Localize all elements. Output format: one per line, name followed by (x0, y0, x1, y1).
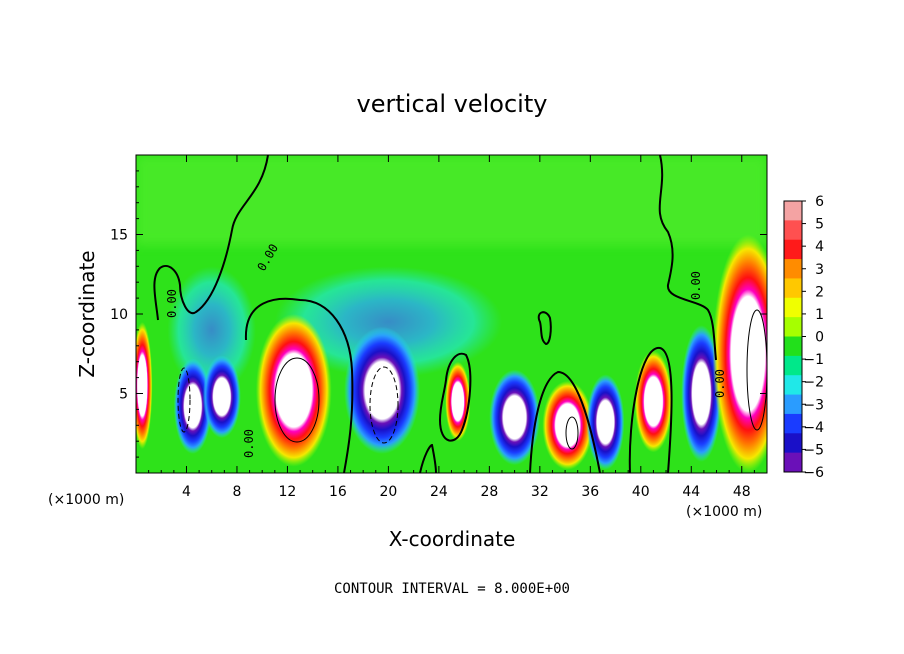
chart-title: vertical velocity (357, 90, 548, 118)
colorbar-swatch (784, 259, 802, 279)
colorbar-swatch (784, 394, 802, 415)
contour-label: 0.00 (689, 271, 703, 300)
updraft-cell (136, 321, 153, 450)
y-tick-label: 5 (119, 387, 128, 403)
colorbar-swatch (784, 355, 802, 376)
colorbar-tick-label: −5 (803, 442, 824, 458)
colorbar-swatch (784, 336, 802, 357)
zero-contour (438, 352, 472, 442)
colorbar-swatch (784, 220, 802, 241)
x-tick-label: 16 (329, 484, 347, 500)
colorbar-tick-label: −2 (803, 375, 824, 391)
colorbar-ticks: 6 5 4 3 2 1 0 −1 −2 −3 −4 −5 −6 (802, 194, 824, 481)
inner-contour (177, 367, 191, 433)
x-unit-left: (×1000 m) (48, 492, 124, 508)
zero-contour (628, 347, 673, 473)
downdraft-cell (586, 374, 625, 470)
x-tick-label: 48 (733, 484, 751, 500)
weak-downdraft-cell (274, 266, 502, 378)
x-tick-label: 32 (531, 484, 549, 500)
colorbar-tick-label: 1 (815, 307, 824, 323)
x-ticks: 4 8 12 16 20 24 28 32 36 40 44 48 (148, 155, 755, 500)
downdraft-cell (173, 358, 212, 454)
contour-label: 0.00 (713, 369, 727, 398)
y-axis-title: Z-coordinate (75, 250, 99, 377)
zero-contour (529, 370, 601, 473)
colorbar-tick-label: −4 (803, 420, 824, 436)
inner-contour (746, 309, 767, 431)
zero-contour (153, 155, 269, 321)
x-tick-label: 40 (632, 484, 650, 500)
contour-interval-note: CONTOUR INTERVAL = 8.000E+00 (334, 581, 570, 597)
colorbar: 6 5 4 3 2 1 0 −1 −2 −3 −4 −5 −6 (783, 194, 824, 481)
downdraft-cell (681, 325, 722, 462)
colorbar-tick-label: 3 (815, 262, 824, 278)
x-tick-label: 24 (430, 484, 448, 500)
zero-contour (658, 155, 717, 361)
colorbar-swatch (784, 278, 802, 299)
colorbar-swatch (784, 297, 802, 318)
colorbar-swatch (784, 452, 802, 473)
contour-label: 0.00 (165, 289, 179, 318)
x-tick-label: 36 (581, 484, 599, 500)
updraft-cell (445, 361, 471, 442)
x-tick-label: 44 (682, 484, 700, 500)
colorbar-tick-label: 5 (815, 217, 824, 233)
downdraft-cell (344, 326, 420, 454)
colorbar-swatch (784, 317, 802, 337)
x-unit-right: (×1000 m) (686, 504, 762, 520)
colorbar-tick-label: 6 (815, 194, 824, 210)
y-ticks: 5 10 15 (110, 170, 767, 458)
x-axis-title: X-coordinate (389, 527, 516, 551)
x-tick-label: 20 (379, 484, 397, 500)
updraft-cell (542, 380, 593, 470)
x-tick-label: 12 (279, 484, 297, 500)
plot-area: 0.00 0.00 0.00 0.00 0.00 4 8 12 16 20 24 28 32 3… (110, 154, 768, 500)
colorbar-tick-label: −6 (803, 465, 824, 481)
x-tick-label: 4 (182, 484, 191, 500)
x-tick-label: 28 (480, 484, 498, 500)
zero-contour (244, 297, 354, 473)
colorbar-swatch (784, 433, 802, 454)
downdraft-cell (489, 369, 540, 466)
inner-contour (369, 366, 399, 444)
colorbar-swatch (784, 413, 802, 434)
colorbar-swatch (784, 239, 802, 260)
updraft-cell (634, 350, 673, 453)
updraft-cell (255, 314, 332, 467)
y-tick-label: 10 (110, 307, 128, 323)
colorbar-tick-label: −1 (803, 352, 824, 368)
colorbar-swatch (784, 201, 802, 221)
colorbar-tick-label: 2 (815, 284, 824, 300)
y-tick-label: 15 (110, 228, 128, 244)
colorbar-swatches (784, 201, 802, 473)
velocity-features (136, 234, 767, 473)
colorbar-swatch (784, 375, 802, 396)
colorbar-tick-label: 0 (815, 330, 824, 346)
colorbar-tick-label: 4 (815, 239, 824, 255)
inner-contour (274, 357, 320, 443)
downdraft-cell (202, 355, 241, 439)
colorbar-tick-label: −3 (803, 397, 824, 413)
updraft-cell (712, 234, 767, 473)
contour-label: 0.00 (242, 429, 256, 458)
zero-contour (419, 443, 437, 473)
contour-lines (153, 155, 767, 473)
zero-contour (537, 311, 552, 346)
background-band (136, 155, 767, 245)
inner-contour (565, 416, 579, 450)
x-tick-label: 8 (232, 484, 241, 500)
